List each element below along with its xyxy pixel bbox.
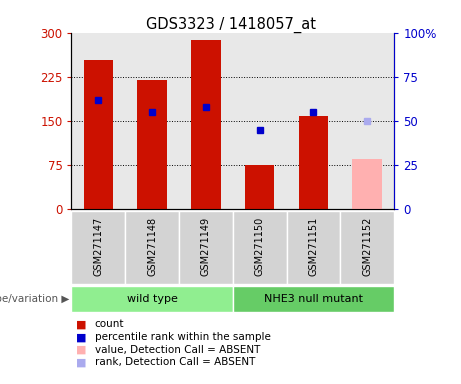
Text: ■: ■: [76, 319, 87, 329]
Bar: [245, 165, 274, 209]
Text: GSM271149: GSM271149: [201, 217, 211, 276]
Text: value, Detection Call = ABSENT: value, Detection Call = ABSENT: [95, 345, 260, 355]
Text: ■: ■: [76, 332, 87, 342]
Text: ■: ■: [76, 345, 87, 355]
Bar: [340, 211, 394, 284]
Bar: [83, 60, 113, 209]
Bar: [71, 286, 233, 313]
Bar: [137, 80, 167, 209]
Bar: [233, 211, 287, 284]
Bar: [125, 211, 179, 284]
Text: percentile rank within the sample: percentile rank within the sample: [95, 332, 271, 342]
Text: rank, Detection Call = ABSENT: rank, Detection Call = ABSENT: [95, 358, 255, 367]
Text: GSM271147: GSM271147: [93, 217, 103, 276]
Bar: [179, 211, 233, 284]
Bar: [287, 211, 340, 284]
Text: NHE3 null mutant: NHE3 null mutant: [264, 294, 363, 304]
Bar: [191, 40, 221, 209]
Text: genotype/variation ▶: genotype/variation ▶: [0, 294, 69, 304]
Text: count: count: [95, 319, 124, 329]
Text: wild type: wild type: [127, 294, 177, 304]
Bar: [299, 116, 328, 209]
Text: GSM271152: GSM271152: [362, 217, 372, 276]
Bar: [353, 159, 382, 209]
Bar: [71, 211, 125, 284]
Text: GSM271150: GSM271150: [254, 217, 265, 276]
Text: GSM271148: GSM271148: [147, 217, 157, 276]
Text: GSM271151: GSM271151: [308, 217, 319, 276]
Text: GDS3323 / 1418057_at: GDS3323 / 1418057_at: [146, 17, 315, 33]
Bar: [233, 286, 394, 313]
Text: ■: ■: [76, 358, 87, 367]
